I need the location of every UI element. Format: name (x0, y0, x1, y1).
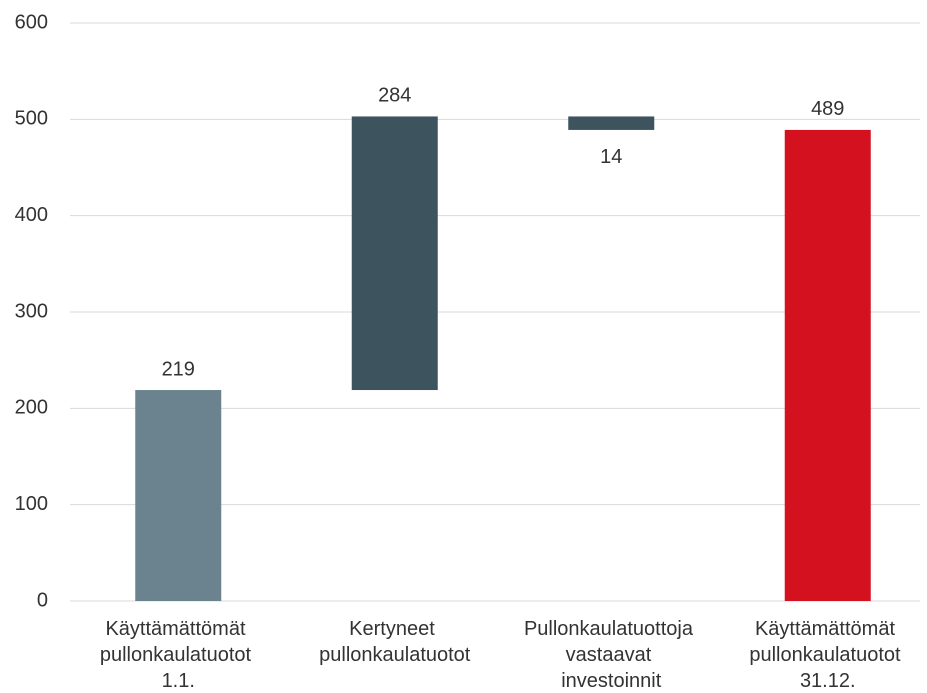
data-label: 489 (811, 98, 844, 120)
bar (568, 116, 655, 130)
y-tick-label: 0 (37, 589, 48, 611)
y-tick-label: 400 (15, 204, 48, 226)
data-label: 284 (378, 85, 411, 107)
bar (784, 129, 871, 601)
bar (135, 390, 222, 601)
y-tick-label: 600 (15, 11, 48, 33)
data-label: 219 (162, 358, 195, 380)
y-tick-label: 300 (15, 300, 48, 322)
y-tick-label: 500 (15, 108, 48, 130)
y-tick-label: 100 (15, 493, 48, 515)
x-tick-label: Käyttämättömät pullonkaulatuotot 31.12. (749, 618, 906, 692)
x-tick-label: Pullonkaulatuottoja vastaavat investoinn… (524, 618, 699, 692)
data-label: 14 (600, 146, 622, 168)
bar (351, 116, 438, 391)
x-tick-label: Kertyneet pullonkaulatuotot (319, 618, 471, 666)
y-tick-label: 200 (15, 397, 48, 419)
x-tick-label: Käyttämättömät pullonkaulatuotot 1.1. (100, 618, 257, 692)
